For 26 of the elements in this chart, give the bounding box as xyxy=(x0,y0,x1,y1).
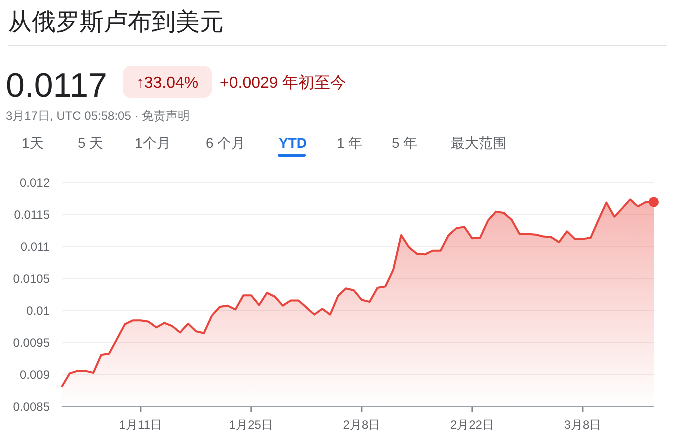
text: ↑33.04% xyxy=(136,75,199,92)
y-tick-label: 0.011 xyxy=(20,240,50,254)
text: 6 个月 xyxy=(206,135,246,151)
x-tick-label: 3月8日 xyxy=(564,418,602,432)
text: 1 年 xyxy=(337,135,363,151)
x-tick-label: 2月22日 xyxy=(450,418,494,432)
title: 从俄罗斯卢布到美元 xyxy=(8,9,224,36)
text: 最大范围 xyxy=(451,135,507,151)
text: 1个月 xyxy=(135,135,171,151)
text: 5 天 xyxy=(78,135,104,151)
y-tick-label: 0.0085 xyxy=(13,400,50,414)
text: 5 年 xyxy=(392,135,418,151)
y-tick-label: 0.009 xyxy=(20,368,50,382)
text: 1天 xyxy=(22,135,44,151)
text: +0.0029 年初至今 xyxy=(220,74,347,92)
x-tick-label: 2月8日 xyxy=(343,418,381,432)
y-tick-label: 0.01 xyxy=(26,304,50,318)
text: YTD xyxy=(279,135,307,151)
y-tick-label: 0.0105 xyxy=(13,272,50,286)
x-tick-label: 1月11日 xyxy=(119,418,163,432)
y-tick-label: 0.0115 xyxy=(14,208,50,222)
text: 0.0117 xyxy=(6,67,108,105)
text: 3月17日, UTC 05:58:05 · 免责声明 xyxy=(6,109,190,123)
x-tick-label: 1月25日 xyxy=(229,418,274,432)
y-tick-label: 0.0095 xyxy=(13,336,50,350)
y-tick-label: 0.012 xyxy=(20,176,50,190)
